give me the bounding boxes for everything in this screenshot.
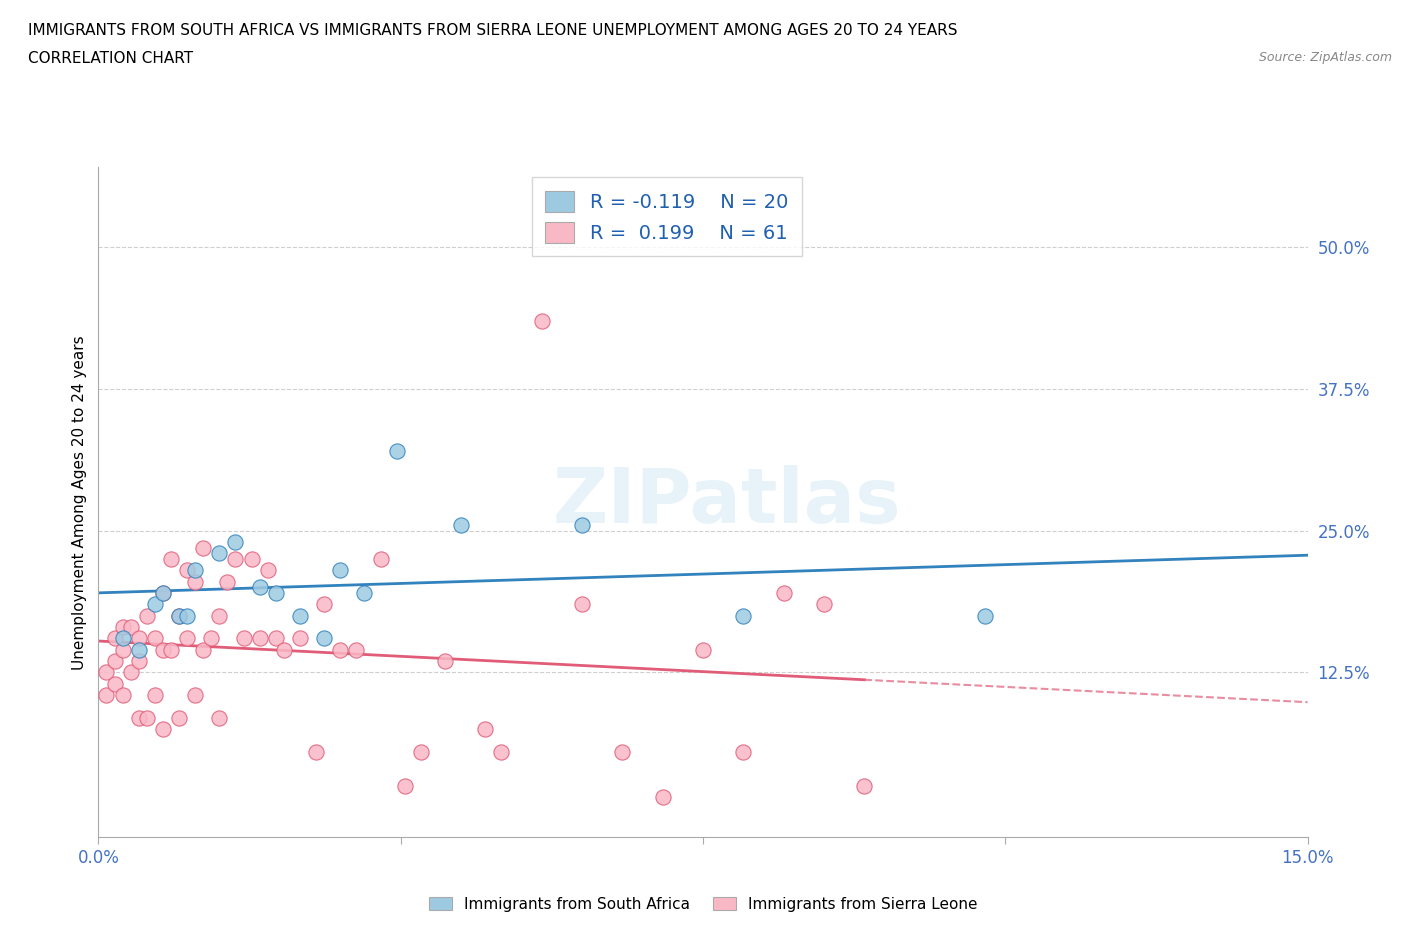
Point	[152, 586, 174, 601]
Point	[305, 744, 328, 759]
Point	[103, 676, 125, 691]
Point	[152, 586, 174, 601]
Point	[450, 517, 472, 532]
Point	[96, 665, 118, 680]
Text: CORRELATION CHART: CORRELATION CHART	[28, 51, 193, 66]
Point	[651, 790, 673, 804]
Point	[208, 546, 231, 561]
Point	[288, 608, 311, 623]
Point	[571, 517, 593, 532]
Point	[853, 778, 876, 793]
Point	[240, 551, 263, 566]
Point	[120, 665, 142, 680]
Point	[314, 597, 336, 612]
Point	[111, 619, 134, 634]
Point	[128, 643, 150, 658]
Text: IMMIGRANTS FROM SOUTH AFRICA VS IMMIGRANTS FROM SIERRA LEONE UNEMPLOYMENT AMONG : IMMIGRANTS FROM SOUTH AFRICA VS IMMIGRAN…	[28, 23, 957, 38]
Point	[264, 631, 287, 645]
Point	[184, 574, 207, 589]
Point	[224, 535, 246, 550]
Point	[491, 744, 513, 759]
Point	[167, 608, 190, 623]
Point	[96, 687, 118, 702]
Point	[143, 687, 166, 702]
Point	[385, 444, 408, 458]
Point	[344, 643, 367, 658]
Point	[612, 744, 634, 759]
Point	[256, 563, 278, 578]
Legend: Immigrants from South Africa, Immigrants from Sierra Leone: Immigrants from South Africa, Immigrants…	[423, 890, 983, 918]
Point	[184, 687, 207, 702]
Point	[329, 563, 352, 578]
Point	[329, 643, 352, 658]
Point	[208, 711, 231, 725]
Point	[224, 551, 246, 566]
Point	[813, 597, 835, 612]
Y-axis label: Unemployment Among Ages 20 to 24 years: Unemployment Among Ages 20 to 24 years	[72, 335, 87, 670]
Point	[530, 313, 553, 328]
Point	[176, 608, 198, 623]
Point	[200, 631, 222, 645]
Point	[217, 574, 239, 589]
Point	[152, 643, 174, 658]
Point	[193, 540, 215, 555]
Point	[733, 608, 755, 623]
Point	[143, 597, 166, 612]
Point	[143, 631, 166, 645]
Point	[111, 643, 134, 658]
Point	[232, 631, 254, 645]
Text: ZIPatlas: ZIPatlas	[553, 465, 901, 539]
Point	[409, 744, 432, 759]
Point	[474, 722, 496, 737]
Point	[264, 586, 287, 601]
Point	[103, 631, 125, 645]
Point	[160, 551, 183, 566]
Point	[193, 643, 215, 658]
Point	[772, 586, 794, 601]
Point	[160, 643, 183, 658]
Point	[176, 563, 198, 578]
Point	[249, 631, 271, 645]
Point	[394, 778, 416, 793]
Point	[273, 643, 295, 658]
Point	[120, 619, 142, 634]
Point	[370, 551, 392, 566]
Point	[353, 586, 375, 601]
Point	[184, 563, 207, 578]
Point	[249, 580, 271, 595]
Point	[167, 608, 190, 623]
Point	[208, 608, 231, 623]
Legend: R = -0.119    N = 20, R =  0.199    N = 61: R = -0.119 N = 20, R = 0.199 N = 61	[531, 177, 801, 257]
Point	[111, 687, 134, 702]
Point	[167, 711, 190, 725]
Point	[128, 631, 150, 645]
Point	[152, 722, 174, 737]
Point	[111, 631, 134, 645]
Point	[692, 643, 714, 658]
Text: Source: ZipAtlas.com: Source: ZipAtlas.com	[1258, 51, 1392, 64]
Point	[733, 744, 755, 759]
Point	[176, 631, 198, 645]
Point	[135, 711, 157, 725]
Point	[128, 654, 150, 669]
Point	[314, 631, 336, 645]
Point	[434, 654, 457, 669]
Point	[974, 608, 997, 623]
Point	[128, 711, 150, 725]
Point	[135, 608, 157, 623]
Point	[103, 654, 125, 669]
Point	[571, 597, 593, 612]
Point	[288, 631, 311, 645]
